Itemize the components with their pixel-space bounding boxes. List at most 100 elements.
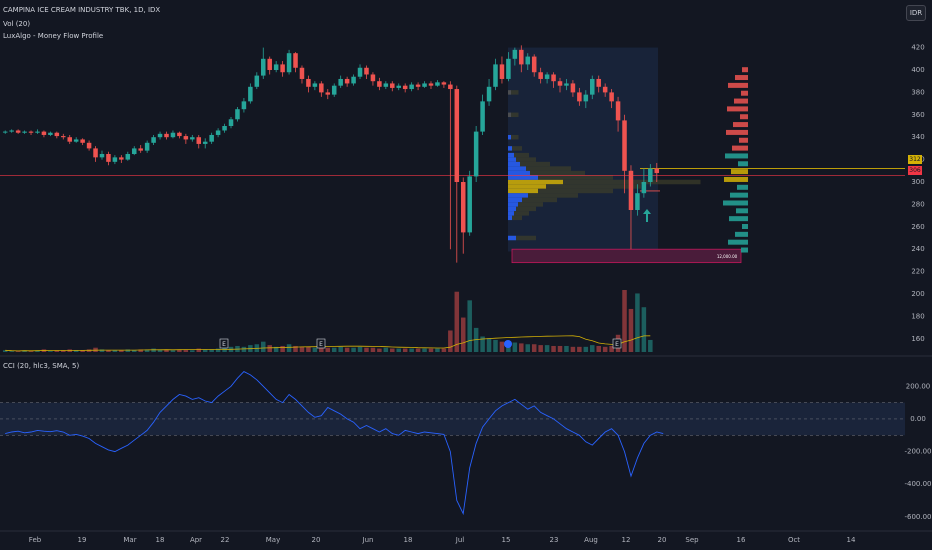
earnings-marker-label: E <box>222 341 226 348</box>
symbol-title[interactable]: CAMPINA ICE CREAM INDUSTRY TBK, 1D, IDX <box>3 6 160 14</box>
volume-bar <box>216 349 221 352</box>
candle-body <box>74 139 79 141</box>
profile-bar-ext <box>526 166 571 170</box>
candle-body <box>371 74 376 81</box>
candle-body <box>571 83 576 92</box>
candle-body <box>655 169 660 173</box>
candle-body <box>435 82 440 85</box>
candle-body <box>267 59 272 70</box>
candle-body <box>222 126 227 130</box>
side-profile-bar <box>735 75 748 80</box>
currency-button[interactable]: IDR <box>906 5 926 21</box>
candle-body <box>138 148 143 150</box>
volume-bar <box>48 351 53 352</box>
candle-body <box>55 133 60 136</box>
candle-body <box>248 87 253 102</box>
candle-body <box>584 95 589 102</box>
volume-indicator-label[interactable]: Vol (20) <box>3 20 30 28</box>
candle-body <box>616 101 621 120</box>
time-axis-tick: Apr <box>190 536 202 544</box>
volume-bar <box>261 342 266 352</box>
candle-body <box>545 74 550 78</box>
profile-bar <box>508 153 514 157</box>
profile-region <box>508 48 658 252</box>
candle-body <box>87 143 92 149</box>
volume-bar <box>409 349 414 352</box>
candle-body <box>29 132 34 133</box>
time-axis-tick: 20 <box>312 536 321 544</box>
time-axis-tick: Jun <box>362 536 374 544</box>
candle-body <box>538 72 543 79</box>
volume-bar <box>267 345 272 352</box>
candle-body <box>596 79 601 87</box>
volume-bar <box>171 350 176 352</box>
candle-body <box>319 83 324 92</box>
candle-body <box>35 132 40 133</box>
candle-body <box>500 64 505 79</box>
volume-bar <box>487 338 492 352</box>
profile-bar <box>508 189 538 193</box>
profile-bar-ext <box>514 153 529 157</box>
volume-bar <box>545 345 550 352</box>
candle-body <box>177 133 182 136</box>
candle-body <box>235 109 240 119</box>
side-profile-bar <box>730 193 748 198</box>
candle-body <box>351 77 356 84</box>
volume-bar <box>577 347 582 352</box>
candle-body <box>358 68 363 77</box>
time-axis-tick: 19 <box>78 536 87 544</box>
candle-body <box>429 83 434 85</box>
time-axis-tick: 18 <box>404 536 413 544</box>
profile-bar <box>508 211 514 215</box>
side-profile-bar <box>723 200 748 205</box>
volume-bar <box>113 350 118 352</box>
candle-body <box>461 182 466 232</box>
profile-bar-ext <box>538 175 613 179</box>
profile-bar-ext <box>516 207 536 211</box>
volume-bar <box>332 348 337 352</box>
profile-bar <box>508 198 522 202</box>
candle-body <box>216 130 221 134</box>
candle-body <box>22 132 27 133</box>
price-axis-tick: 380 <box>911 88 924 96</box>
volume-bar <box>525 344 530 352</box>
candle-body <box>609 92 614 101</box>
profile-bar <box>508 207 516 211</box>
price-axis-tick: 200 <box>911 290 924 298</box>
candle-body <box>642 182 647 193</box>
volume-bar <box>584 347 589 352</box>
candle-body <box>493 64 498 86</box>
candle-body <box>203 142 208 144</box>
volume-bar <box>532 344 537 352</box>
profile-bar <box>508 90 511 94</box>
volume-bar <box>345 348 350 352</box>
candle-body <box>603 87 608 93</box>
side-profile-bar <box>741 248 748 253</box>
candle-body <box>42 132 47 135</box>
side-profile-bar <box>740 114 748 119</box>
side-profile-bar <box>729 216 748 221</box>
profile-bar-ext <box>514 211 529 215</box>
profile-bar <box>508 113 511 117</box>
money-flow-profile-label[interactable]: LuxAlgo - Money Flow Profile <box>3 32 103 40</box>
profile-bar-ext <box>520 162 550 166</box>
candle-body <box>409 85 414 89</box>
time-axis-tick: 16 <box>737 536 746 544</box>
cci-indicator-label[interactable]: CCI (20, hlc3, SMA, 5) <box>3 362 79 370</box>
candle-body <box>80 139 85 142</box>
volume-bar <box>119 350 124 352</box>
candle-body <box>564 83 569 85</box>
dividend-marker-icon <box>504 340 512 348</box>
time-axis-tick: Mar <box>123 536 136 544</box>
volume-bar <box>384 348 389 352</box>
side-profile-bar <box>736 208 748 213</box>
volume-bar <box>396 349 401 352</box>
volume-bar <box>358 347 363 352</box>
volume-bar <box>351 348 356 352</box>
profile-bar-ext <box>512 146 522 150</box>
candle-body <box>242 101 247 109</box>
volume-bar <box>29 351 34 352</box>
time-axis-tick: 22 <box>221 536 230 544</box>
profile-bar <box>508 236 516 240</box>
